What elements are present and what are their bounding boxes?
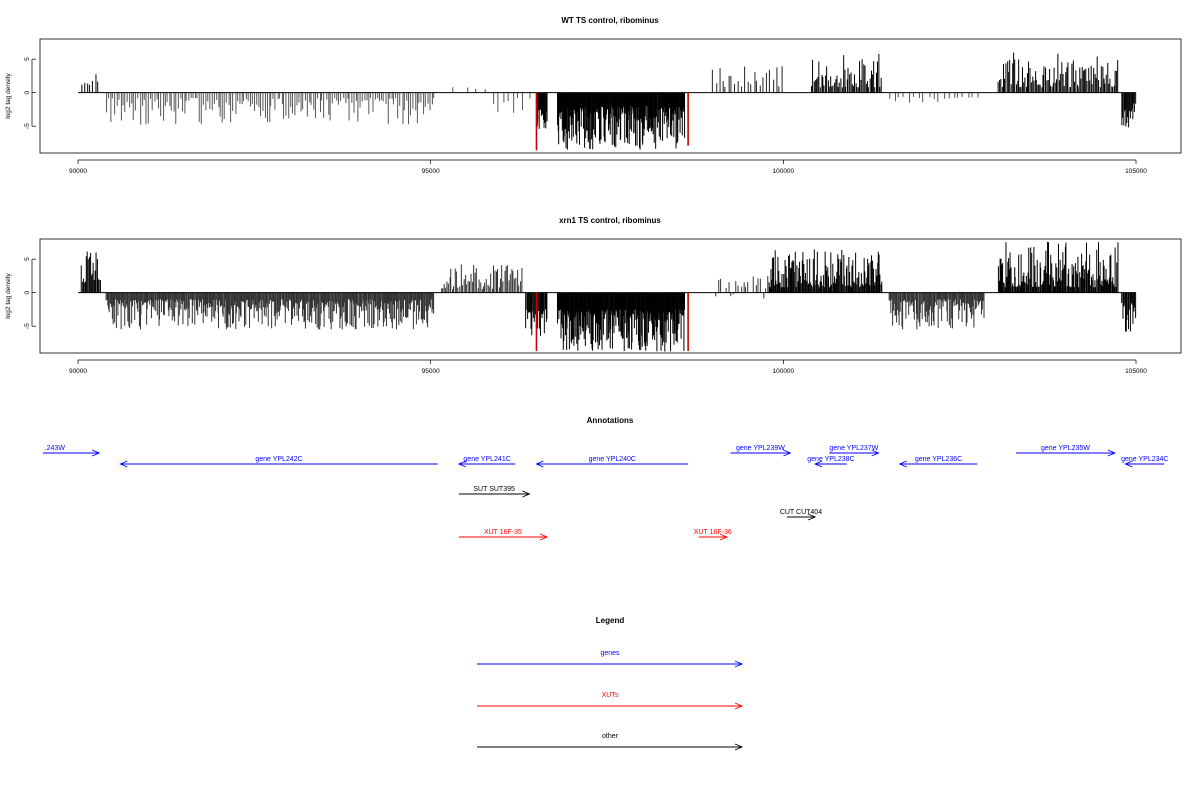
density-bars [81, 52, 1137, 150]
annotation-label: gene YPL235W [1041, 445, 1090, 452]
annotation-arrowhead [1107, 449, 1116, 457]
legend-label: genes [600, 650, 620, 657]
x-tick-label: 105000 [1125, 368, 1147, 375]
annotation-feature: gene YPL238C [807, 456, 855, 468]
panel-2-title: xrn1 TS control, ribominus [559, 216, 661, 225]
annotation-label: SUT SUT395 [473, 486, 515, 493]
annotation-label: gene YPL240C [589, 456, 636, 463]
y-axis-label: log2 tag density [5, 72, 12, 118]
annotation-arrowhead [119, 460, 128, 468]
annotation-arrowhead [522, 490, 531, 498]
panel-2-plot: -5 0 5 log2 tag density 90000 95000 100000 1050… [5, 238, 1182, 375]
annotation-label: .243W [45, 445, 66, 452]
legend-title: Legend [596, 616, 625, 625]
x-tick-label: 100000 [772, 168, 794, 175]
annotation-feature: gene YPL239W [730, 445, 792, 457]
x-tick-label: 105000 [1125, 168, 1147, 175]
plot-frame [39, 238, 1182, 354]
annotation-label: gene YPL239W [736, 445, 785, 452]
legend-item: other [477, 733, 744, 751]
annotation-arrowhead [719, 533, 729, 541]
y-tick-label: 0 [24, 290, 31, 294]
annotation-label: gene YPL242C [255, 456, 302, 463]
legend-arrowhead [734, 660, 744, 668]
annotation-feature: SUT SUT395 [458, 486, 531, 498]
x-tick-label: 100000 [772, 368, 794, 375]
annotation-feature: gene YPL237W [829, 445, 880, 457]
plot-frame [39, 38, 1182, 154]
annotation-label: gene YPL237W [829, 445, 878, 452]
annotations-title: Annotations [587, 416, 634, 425]
annotation-arrowhead [871, 449, 880, 457]
annotation-arrowhead [539, 533, 549, 541]
panel-1-title: WT TS control, ribominus [561, 16, 659, 25]
annotation-feature: XUT 16F-36 [694, 529, 732, 541]
x-tick-label: 90000 [69, 168, 87, 175]
legend-label: other [602, 733, 619, 740]
annotation-feature: .243W [42, 445, 101, 457]
y-tick-label: 5 [24, 57, 31, 61]
y-tick-label: 5 [24, 257, 31, 261]
legend-item: XUTs [477, 692, 744, 710]
annotation-label: CUT CUT404 [780, 509, 822, 516]
legend-label: XUTs [602, 692, 619, 699]
annotation-feature: gene YPL240C [535, 456, 689, 468]
annotation-label: XUT 16F-36 [694, 529, 732, 536]
annotation-feature: gene YPL241C [457, 456, 516, 468]
y-tick-label: -5 [24, 323, 31, 329]
legend-arrowhead [734, 743, 744, 751]
annotation-feature: gene YPL242C [119, 456, 438, 468]
annotation-arrowhead [1124, 460, 1133, 468]
x-tick-label: 95000 [422, 368, 440, 375]
annotation-feature: CUT CUT404 [780, 509, 822, 521]
x-tick-label: 95000 [422, 168, 440, 175]
annotation-label: gene YPL238C [807, 456, 854, 463]
panel-1-plot: -5 0 5 log2 tag density 90000 95000 100000 1050… [5, 38, 1182, 175]
annotation-tracks: .243W gene YPL242C gene YPL241C gene YPL240… [42, 445, 1168, 541]
annotation-feature: gene YPL235W [1016, 445, 1116, 457]
y-tick-label: -5 [24, 123, 31, 129]
annotation-arrowhead [91, 449, 101, 457]
annotation-feature: gene YPL236C [898, 456, 978, 468]
annotation-arrowhead [535, 460, 544, 468]
annotation-arrowhead [783, 449, 792, 457]
annotation-arrowhead [807, 513, 817, 521]
annotation-label: gene YPL236C [915, 456, 962, 463]
annotation-arrowhead [813, 460, 823, 468]
density-bars [80, 241, 1137, 352]
y-tick-label: 0 [24, 90, 31, 94]
annotation-arrowhead [457, 460, 467, 468]
legend-item: genes [477, 650, 744, 668]
annotation-label: gene YPL234C [1121, 456, 1168, 463]
y-axis-label: log2 tag density [5, 272, 12, 318]
annotation-label: gene YPL241C [463, 456, 510, 463]
legend: genes XUTs other [477, 650, 744, 751]
legend-arrowhead [734, 702, 744, 710]
x-tick-label: 90000 [69, 368, 87, 375]
annotation-arrowhead [898, 460, 907, 468]
annotation-feature: gene YPL234C [1121, 456, 1168, 468]
annotation-feature: XUT 16F-35 [458, 529, 549, 541]
annotation-label: XUT 16F-35 [484, 529, 522, 536]
